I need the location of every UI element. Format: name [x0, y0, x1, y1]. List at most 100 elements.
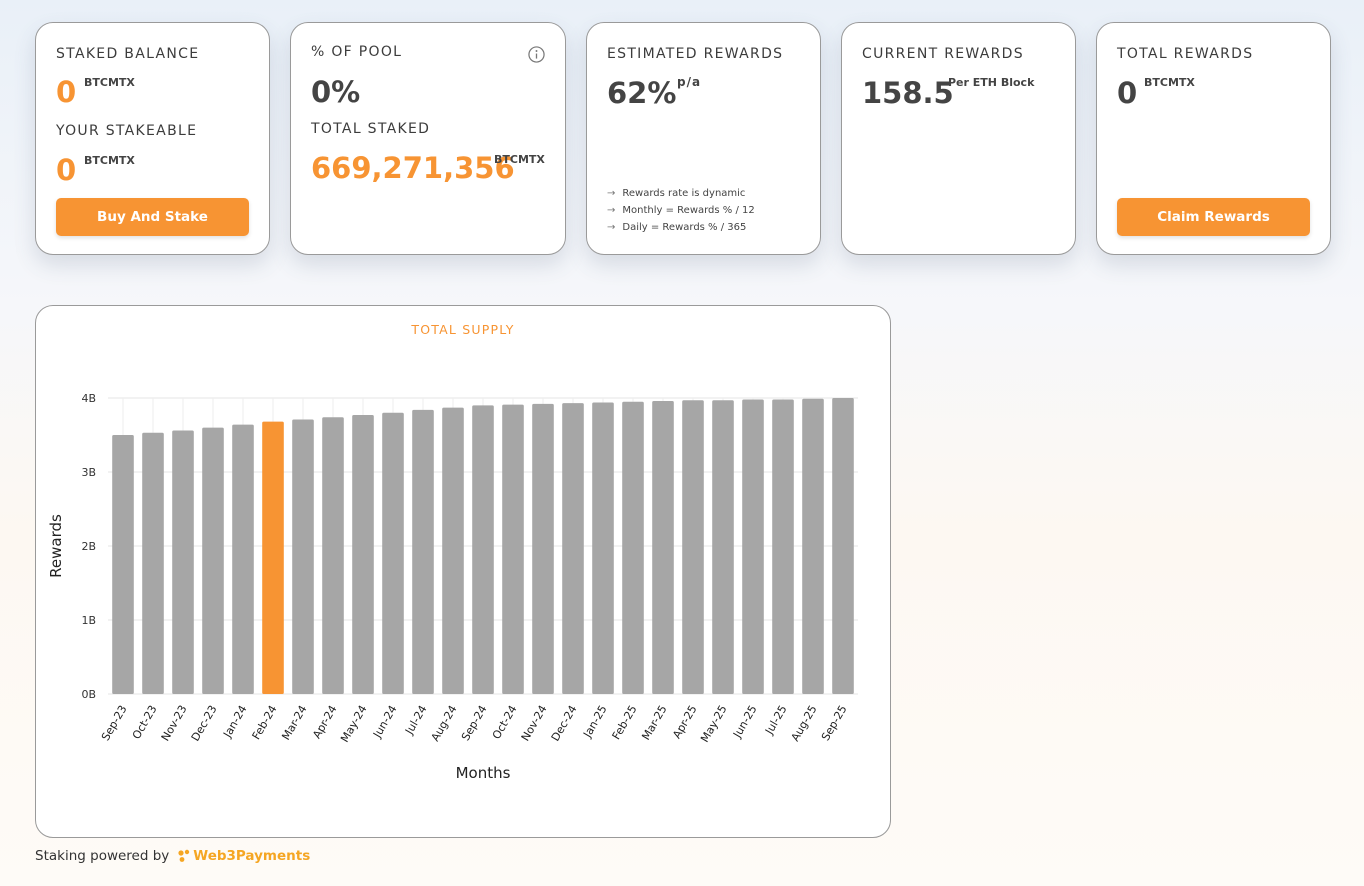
y-tick-label: 0B [81, 688, 96, 701]
x-tick-label: Jan-24 [220, 703, 249, 741]
web3payments-logo-icon [178, 849, 190, 862]
stakeable-unit: BTCMTX [84, 154, 135, 167]
bar [622, 401, 644, 694]
bar [802, 398, 824, 694]
total-supply-chart: 0B 1B 2B 3B 4B Sep-23 Oct-23 Nov-23 Dec-23 Jan-24… [47, 392, 858, 782]
bar [412, 409, 434, 694]
arrow-right-icon: → [607, 222, 616, 233]
x-tick-label: Sep-25 [819, 703, 850, 743]
bar [142, 432, 164, 694]
bar [382, 412, 404, 694]
web3payments-brand: Web3Payments [193, 848, 311, 864]
stakeable-label: YOUR STAKEABLE [56, 123, 198, 139]
y-axis-title: Rewards [47, 514, 65, 578]
x-axis-title: Months [456, 764, 511, 782]
x-tick-label: Mar-25 [639, 703, 669, 742]
x-tick-label: Feb-25 [610, 703, 640, 742]
bar [202, 427, 224, 694]
bar [112, 435, 134, 694]
footer: Staking powered by Web3Payments [35, 848, 310, 864]
arrow-right-icon: → [607, 188, 616, 199]
rewards-notes: → Rewards rate is dynamic → Monthly = Rewa… [607, 185, 755, 236]
bar [292, 419, 314, 694]
pool-percent-label: % OF POOL [311, 44, 403, 60]
bar [262, 421, 284, 694]
claim-rewards-button[interactable]: Claim Rewards [1117, 198, 1310, 236]
bar [772, 399, 794, 694]
x-tick-label: Jun-25 [730, 703, 759, 741]
staked-balance-value: 0 [56, 75, 77, 109]
rewards-note: → Daily = Rewards % / 365 [607, 222, 747, 233]
y-tick-label: 4B [81, 392, 96, 405]
x-tick-label: May-24 [338, 703, 370, 745]
stakeable-value: 0 [56, 153, 77, 187]
x-tick-label: Apr-24 [310, 703, 339, 741]
x-tick-label: Nov-23 [159, 703, 190, 743]
estimated-rewards-card: ESTIMATED REWARDS 62% p/a → Rewards rate … [586, 22, 821, 255]
current-rewards-value: 158.5 [862, 76, 954, 110]
staked-balance-label: STAKED BALANCE [56, 46, 200, 62]
bar [712, 400, 734, 694]
bar [232, 424, 254, 694]
bar [442, 407, 464, 694]
x-tick-label: Dec-23 [189, 703, 220, 744]
x-tick-label: Sep-24 [459, 703, 490, 743]
y-tick-label: 3B [81, 466, 96, 479]
total-rewards-card: TOTAL REWARDS 0 BTCMTX Claim Rewards [1096, 22, 1331, 255]
total-staked-label: TOTAL STAKED [311, 121, 431, 137]
arrow-right-icon: → [607, 205, 616, 216]
bar [742, 399, 764, 694]
web3payments-link[interactable]: Web3Payments [178, 848, 310, 864]
estimated-rewards-label: ESTIMATED REWARDS [607, 46, 784, 62]
total-supply-chart-card: TOTAL SUPPLY 0B 1B 2B 3B 4B Sep-23 Oct-23 Nov-2… [35, 305, 891, 838]
x-tick-label: Jul-24 [402, 703, 429, 737]
x-tick-label: May-25 [698, 703, 730, 745]
pool-percent-value: 0% [311, 75, 361, 109]
x-tick-label: Jul-25 [762, 703, 789, 737]
estimated-rewards-unit: p/a [677, 75, 702, 89]
bar [682, 400, 704, 694]
x-tick-label: Nov-24 [519, 703, 550, 743]
x-tick-label: Oct-24 [490, 703, 520, 742]
estimated-rewards-value: 62% [607, 76, 677, 110]
bar [352, 415, 374, 694]
total-staked-value: 669,271,356 [311, 151, 515, 185]
x-tick-label: Jun-24 [370, 703, 399, 741]
y-tick-label: 1B [81, 614, 96, 627]
x-tick-label: Feb-24 [250, 703, 280, 742]
rewards-note: → Monthly = Rewards % / 12 [607, 205, 755, 216]
x-tick-label: Aug-25 [789, 703, 820, 744]
total-rewards-label: TOTAL REWARDS [1117, 46, 1254, 62]
bar [562, 403, 584, 694]
bar [472, 405, 494, 694]
x-tick-label: Aug-24 [429, 703, 460, 744]
staked-balance-unit: BTCMTX [84, 76, 135, 89]
x-tick-label: Sep-23 [99, 703, 130, 743]
bar [832, 398, 854, 694]
total-rewards-value: 0 [1117, 76, 1138, 110]
bar [322, 417, 344, 694]
total-rewards-unit: BTCMTX [1144, 76, 1195, 89]
current-rewards-label: CURRENT REWARDS [862, 46, 1024, 62]
y-tick-label: 2B [81, 540, 96, 553]
x-tick-label: Jan-25 [580, 703, 609, 741]
bar [652, 400, 674, 694]
rewards-note: → Rewards rate is dynamic [607, 188, 746, 199]
staked-balance-card: STAKED BALANCE 0 BTCMTX YOUR STAKEABLE 0… [35, 22, 270, 255]
x-tick-label: Oct-23 [130, 703, 160, 742]
chart-title: TOTAL SUPPLY [411, 322, 515, 337]
x-tick-label: Apr-25 [670, 703, 699, 741]
buy-and-stake-button[interactable]: Buy And Stake [56, 198, 249, 236]
bar [502, 404, 524, 694]
bar [532, 403, 554, 694]
x-tick-label: Mar-24 [279, 703, 309, 742]
info-icon[interactable] [528, 46, 545, 63]
pool-card: % OF POOL 0% TOTAL STAKED 669,271,356 BT… [290, 22, 566, 255]
footer-text: Staking powered by [35, 848, 170, 864]
x-tick-label: Dec-24 [549, 703, 580, 744]
current-rewards-unit: Per ETH Block [948, 76, 1035, 89]
bar [172, 430, 194, 694]
bar [592, 402, 614, 694]
total-staked-unit: BTCMTX [494, 153, 545, 166]
current-rewards-card: CURRENT REWARDS 158.5 Per ETH Block [841, 22, 1076, 255]
